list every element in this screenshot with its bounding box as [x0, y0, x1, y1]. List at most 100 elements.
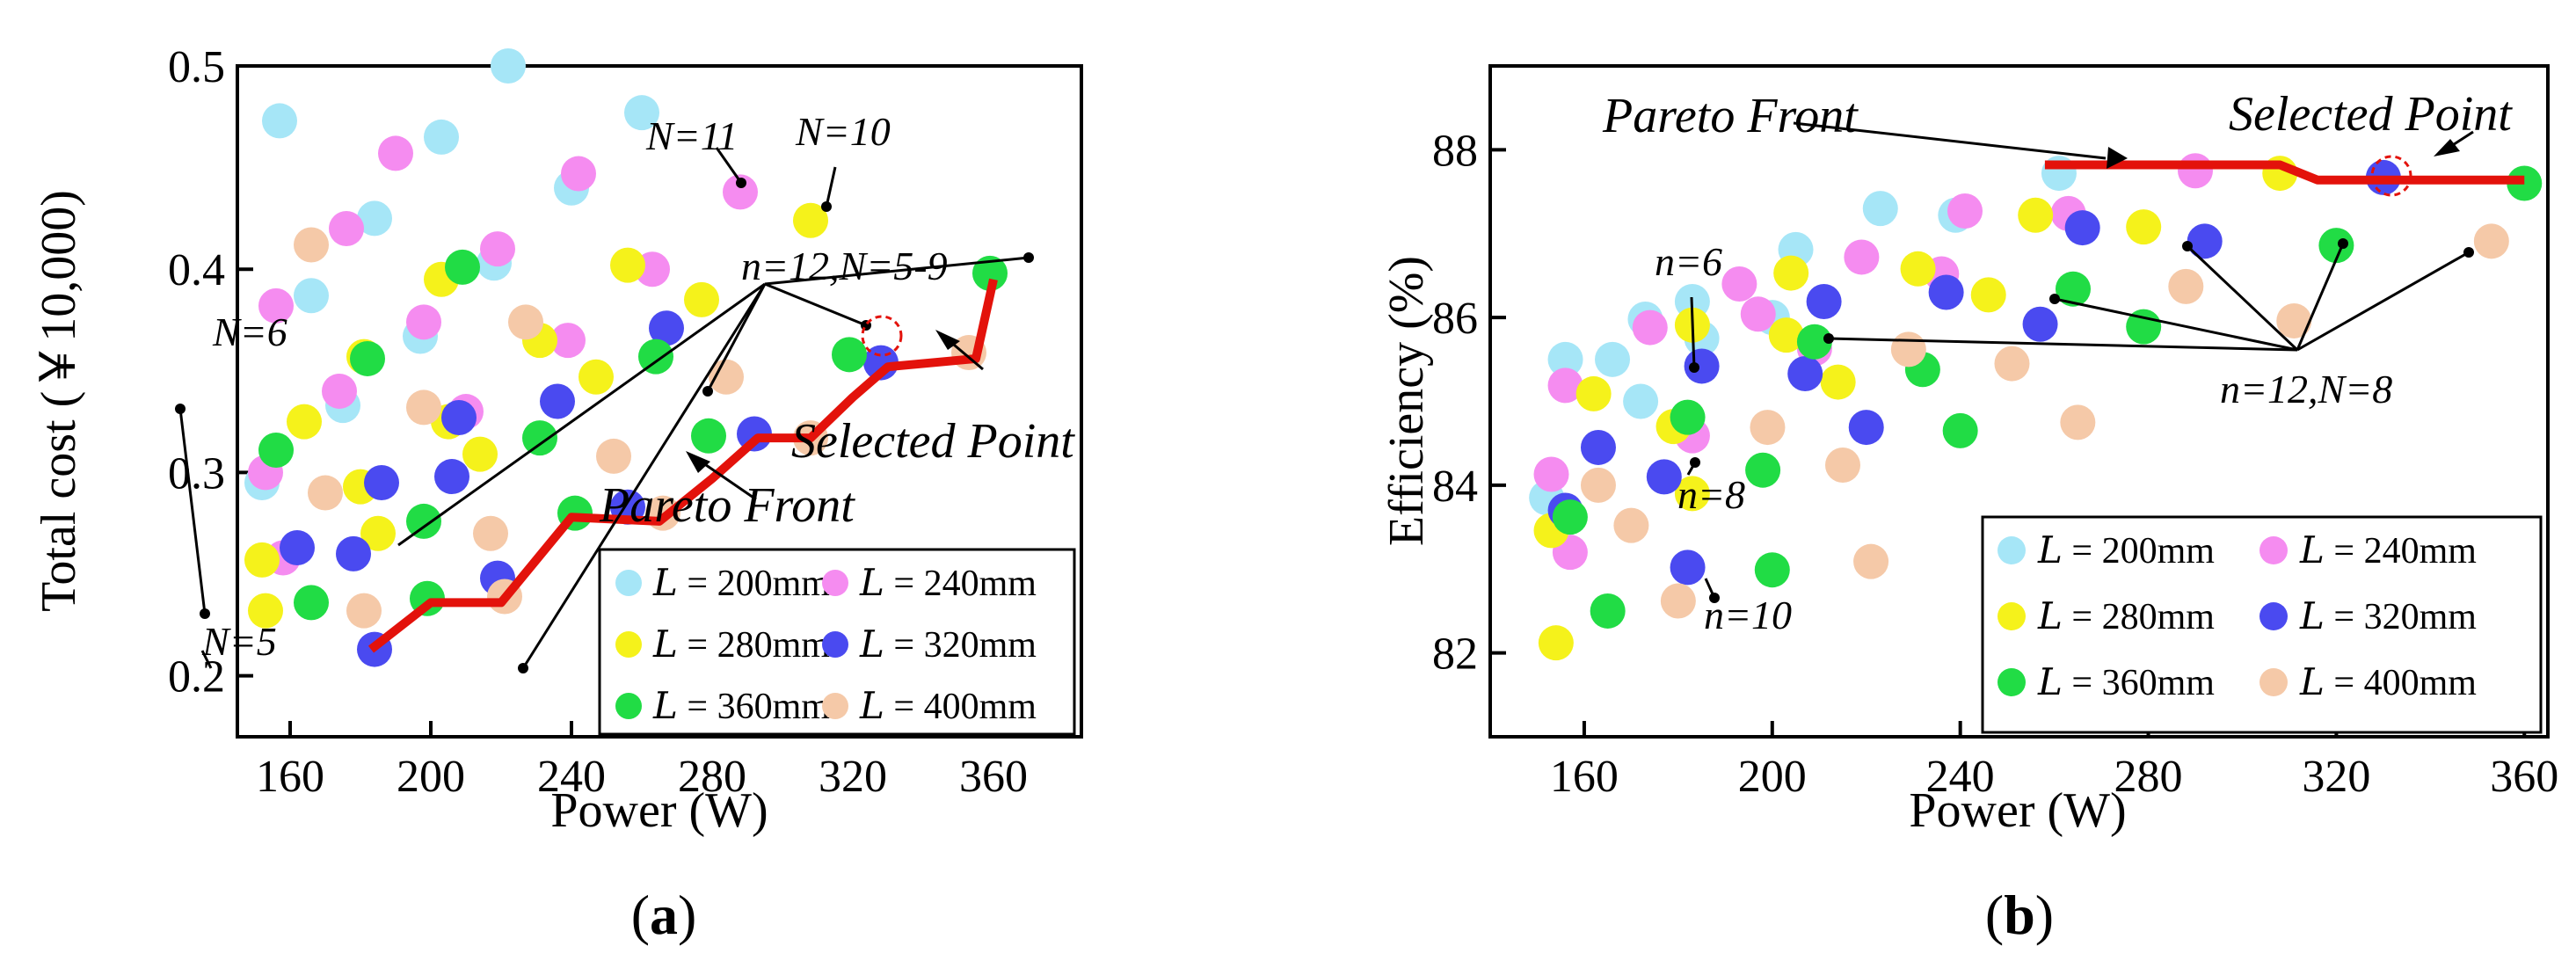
scatter-point [2473, 223, 2509, 259]
scatter-point [262, 103, 297, 139]
scatter-point [1538, 625, 1574, 661]
legend-swatch [615, 631, 642, 658]
scatter-point [346, 593, 382, 629]
scatter-point [1670, 550, 1706, 586]
scatter-point [1848, 410, 1884, 446]
arrowhead-pareto-b [2107, 147, 2128, 169]
legend-label: 𝐿 = 280mm [652, 625, 830, 666]
scatter-point [1580, 467, 1616, 503]
x-tick-label: 360 [959, 752, 1028, 802]
scatter-point [1768, 317, 1804, 353]
y-tick-label: 82 [1432, 630, 1478, 680]
scatter-point [280, 529, 315, 565]
ann-n6: N=6 [212, 309, 287, 354]
ann-n8-b: n=8 [1677, 472, 1745, 517]
legend-label: 𝐿 = 280mm [2037, 597, 2215, 637]
scatter-point [610, 247, 645, 283]
scatter-point [1796, 324, 1832, 360]
scatter-point [308, 475, 343, 511]
scatter-point [357, 200, 392, 237]
scatter-point [1670, 399, 1706, 435]
scatter-point [1575, 375, 1612, 411]
panel-a: 160 200 240 280 320 360 0.2 0.3 0.4 0.5 N=6 N=5 N… [32, 42, 1083, 946]
plot-frame-b [1488, 64, 2550, 739]
scatter-point [294, 227, 329, 263]
legend-swatch [822, 631, 848, 658]
scatter-point [329, 210, 364, 246]
x-tick-label: 240 [537, 752, 606, 802]
ann-n10-b: n=10 [1704, 593, 1792, 637]
y-tick-label: 84 [1432, 462, 1478, 512]
scatter-point [1750, 410, 1786, 446]
scatter-point [1844, 239, 1880, 275]
legend-label: 𝐿 = 240mm [2299, 531, 2477, 571]
selected-point-ring-b [2370, 155, 2412, 197]
legend-swatch [822, 570, 848, 596]
scatter-point [1580, 429, 1616, 465]
x-tick-label: 360 [2490, 752, 2558, 802]
scatter-point [638, 338, 673, 375]
arrowheads-a [686, 330, 960, 473]
scatter-point [684, 281, 719, 317]
scatter-point [1595, 341, 1631, 377]
scatter-point [2060, 404, 2096, 440]
scatter-point [723, 174, 758, 210]
legend-swatch [822, 693, 848, 719]
x-tick-label: 320 [819, 752, 887, 802]
scatter-point [1547, 341, 1583, 377]
scatter-point [378, 135, 413, 171]
scatter-point [336, 535, 371, 571]
scatter-point [972, 255, 1008, 291]
ann-n11: N=11 [645, 113, 738, 158]
scatter-point [258, 432, 294, 468]
scatter-point [561, 156, 596, 192]
legend-swatch [1997, 602, 2026, 630]
y-tick-label: 0.4 [168, 245, 225, 295]
ann-pareto-front-b: Pareto Front [1602, 89, 1859, 143]
scatter-point [244, 542, 280, 578]
scatter-point [1590, 593, 1626, 629]
x-axis-label-b: Power (W) [1909, 783, 2126, 838]
scatter-point [1740, 296, 1776, 332]
ann-n6-b: n=6 [1655, 239, 1722, 284]
scatter-point [1947, 193, 1983, 229]
scatter-point [2276, 302, 2312, 338]
scatter-point [1853, 543, 1889, 579]
scatter-point [1862, 191, 1898, 227]
ticks-b: 160 200 240 280 320 360 82 84 86 88 [1432, 126, 2558, 802]
scatter-point [1674, 476, 1710, 512]
arrowhead-selected-a [935, 330, 960, 350]
scatter-point [445, 249, 480, 285]
scatter-point [2126, 209, 2162, 245]
leader-lines-b [1686, 121, 2474, 599]
scatter-point [350, 340, 385, 376]
y-tick-label: 86 [1432, 294, 1478, 344]
legend-label: 𝐿 = 400mm [2299, 663, 2477, 703]
legend-swatch [2259, 602, 2288, 630]
scatter-point [258, 287, 294, 324]
arrowhead-pareto-a [686, 451, 710, 473]
scatter-point [1825, 447, 1860, 483]
x-tick-label: 160 [1550, 752, 1619, 802]
scatter-point [1754, 552, 1790, 588]
scatter-point [1970, 277, 2006, 313]
scatter-point [364, 464, 399, 500]
scatter-point [737, 416, 772, 452]
legend-label: 𝐿 = 320mm [2299, 597, 2477, 637]
scatter-point [322, 373, 357, 409]
caption-a-letter: a [650, 884, 678, 946]
scatter-points-b [1529, 153, 2543, 661]
y-tick-label: 88 [1432, 126, 1478, 176]
scatter-point [491, 48, 526, 84]
legend-swatch [2259, 668, 2288, 696]
scatter-point [424, 119, 459, 155]
x-tick-label: 200 [397, 752, 465, 802]
legend-label: 𝐿 = 200mm [652, 564, 830, 604]
x-tick-label: 160 [256, 752, 324, 802]
y-tick-label: 0.3 [168, 448, 225, 499]
arrowheads-b [2107, 139, 2460, 169]
y-axis-label-b: Efficiency (%) [1379, 256, 1434, 546]
legend-swatch [615, 570, 642, 596]
